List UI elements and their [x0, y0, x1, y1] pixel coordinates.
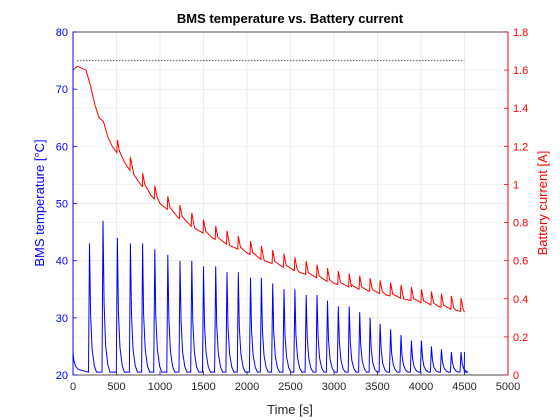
x-tick-label: 0: [70, 381, 76, 393]
left-y-tick-label: 20: [56, 370, 68, 382]
x-tick-label: 1000: [148, 381, 172, 393]
current-line: [72, 65, 465, 313]
right-y-tick-label: 1.8: [513, 27, 528, 39]
temperature-series-layer: [72, 220, 469, 373]
right-y-tick-label: 1.2: [513, 141, 528, 153]
right-y-tick-label: 0.8: [513, 218, 528, 230]
x-tick-labels: 0 500 1000 1500 2000 2500 3000 3500 4000 4500 5000: [70, 381, 520, 393]
right-y-axis-label: Battery current [A]: [535, 151, 550, 256]
right-y-tick-label: 1: [513, 179, 519, 191]
x-tick-label: 5000: [496, 381, 520, 393]
x-tick-label: 500: [107, 381, 125, 393]
x-tick-label: 4000: [409, 381, 433, 393]
left-y-tick-label: 40: [56, 256, 68, 268]
left-y-tick-label: 70: [56, 84, 68, 96]
right-y-tick-label: 0: [513, 370, 519, 382]
left-y-tick-label: 30: [56, 313, 68, 325]
temperature-line: [72, 220, 469, 373]
x-tick-label: 1500: [191, 381, 215, 393]
x-tick-label: 3000: [322, 381, 346, 393]
right-y-tick-label: 0.6: [513, 256, 528, 268]
chart-title: BMS temperature vs. Battery current: [177, 11, 404, 26]
right-y-tick-label: 1.6: [513, 65, 528, 77]
x-tick-label: 2500: [278, 381, 302, 393]
x-tick-label: 2000: [235, 381, 259, 393]
x-tick-label: 4500: [452, 381, 476, 393]
right-y-tick-label: 0.4: [513, 294, 528, 306]
x-tick-label: 3500: [365, 381, 389, 393]
x-axis-label: Time [s]: [267, 402, 313, 417]
right-y-tick-label: 1.4: [513, 103, 528, 115]
left-y-tick-label: 50: [56, 199, 68, 211]
current-series-layer: [72, 65, 465, 313]
right-y-tick-labels: 0 0.2 0.4 0.6 0.8 1 1.2 1.4 1.6 1.8: [513, 27, 528, 382]
right-y-tick-label: 0.2: [513, 332, 528, 344]
axis-ticks: [72, 31, 509, 376]
left-y-tick-label: 60: [56, 141, 68, 153]
left-y-axis-label: BMS temperature [°C]: [32, 139, 47, 266]
left-y-tick-labels: 20 30 40 50 60 70 80: [56, 27, 68, 382]
left-y-tick-label: 80: [56, 27, 68, 39]
